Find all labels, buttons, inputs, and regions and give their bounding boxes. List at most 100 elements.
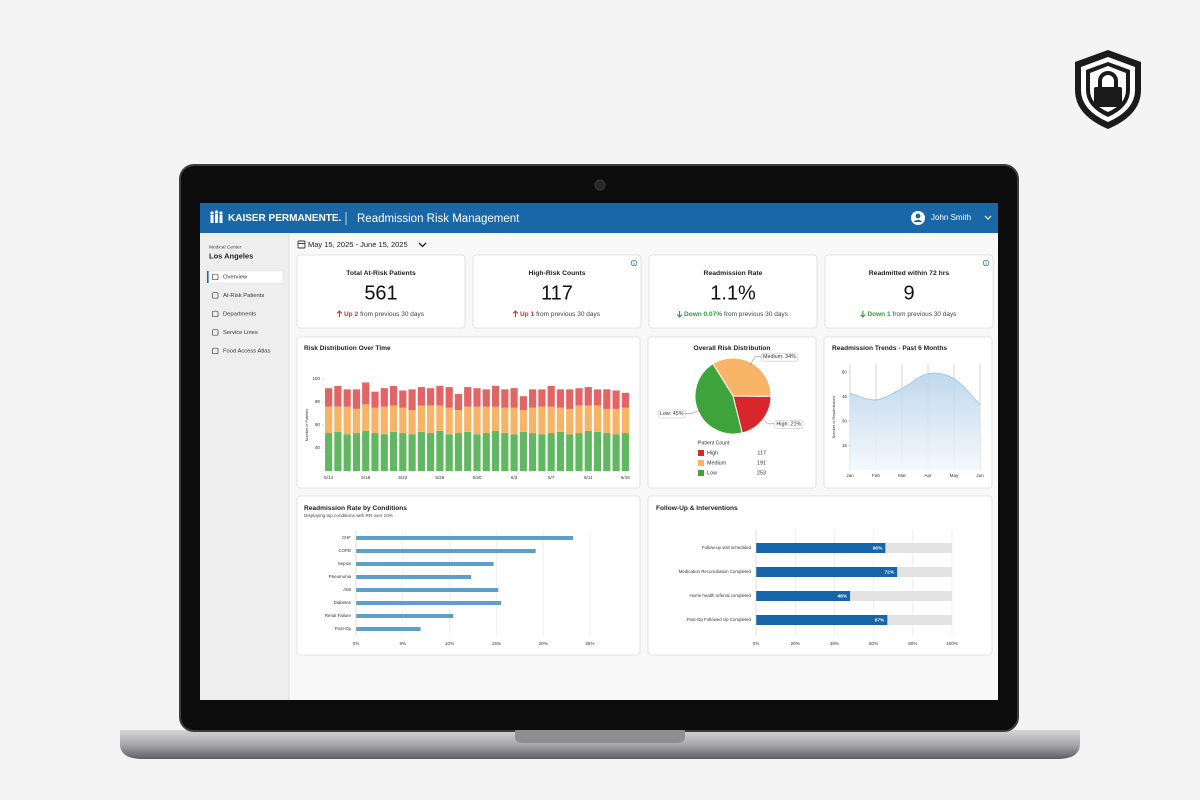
bar-segment xyxy=(380,388,388,407)
x-tick-label: 5/14 xyxy=(324,475,333,480)
bar-segment xyxy=(334,385,342,407)
bar xyxy=(756,543,886,553)
nav-item[interactable]: Food Access Atlas xyxy=(212,347,271,355)
bar-segment xyxy=(556,389,565,408)
nav-item[interactable]: Service Lines xyxy=(212,329,258,336)
nav-icon xyxy=(212,310,219,318)
nav-label[interactable]: Departments xyxy=(223,312,256,318)
info-icon[interactable] xyxy=(982,259,990,267)
sidebar-location: Los Angeles xyxy=(209,251,253,260)
bar-segment xyxy=(371,407,379,434)
nav-icon xyxy=(212,273,219,281)
y-tick-label: CHF xyxy=(342,535,351,540)
bar-segment xyxy=(343,389,351,407)
kpi-change: Down 0.07% xyxy=(684,311,722,318)
x-tick-label: 25% xyxy=(585,641,594,646)
user-name[interactable]: John Smith xyxy=(931,213,971,222)
x-tick-label: 5/18 xyxy=(361,475,370,480)
kpi-arrow xyxy=(860,311,866,318)
x-tick-label: Mar xyxy=(898,473,906,478)
chart-title: Readmission Rate by Conditions xyxy=(304,505,407,512)
bar-segment xyxy=(621,392,629,408)
slice-label-text: High: 21% xyxy=(776,421,801,427)
date-picker[interactable] xyxy=(297,240,427,249)
sidebar xyxy=(200,233,289,700)
nav-active-bar xyxy=(207,271,209,283)
bar-segment xyxy=(352,408,361,434)
kpi-change-line: Down 1 from previous 30 days xyxy=(867,311,957,318)
bar-segment xyxy=(566,434,574,471)
nav-label[interactable]: At-Risk Patients xyxy=(223,293,264,299)
bar-segment xyxy=(621,407,629,434)
bar-segment xyxy=(575,388,583,406)
legend-swatch xyxy=(698,450,704,456)
kpi-title: Total At-Risk Patients xyxy=(346,270,416,277)
bar-segment xyxy=(427,405,435,434)
label-box xyxy=(761,352,798,362)
card xyxy=(824,254,994,329)
kpi-value: 1.1% xyxy=(710,282,756,304)
chart-title: Readmission Trends - Past 6 Months xyxy=(832,345,947,352)
bar-segment xyxy=(371,433,379,471)
bar-segment xyxy=(482,389,490,407)
value-label: 48% xyxy=(837,593,847,599)
leader-line xyxy=(749,356,761,366)
nav-label[interactable]: Overview xyxy=(223,275,248,281)
bar-segment xyxy=(473,388,481,407)
bar-segment xyxy=(389,431,398,471)
kpi-title: Readmitted within 72 hrs xyxy=(869,270,950,277)
bar-segment xyxy=(482,406,490,434)
bar-segment xyxy=(325,388,333,407)
kpi-note: from previous 30 days xyxy=(893,311,958,318)
bar-segment xyxy=(427,388,435,406)
bar-segment xyxy=(399,390,407,408)
kpi-change: Up 1 xyxy=(520,311,534,318)
bar-segment xyxy=(491,430,500,471)
top-bar xyxy=(200,203,998,233)
bar-segment xyxy=(325,433,333,471)
camera xyxy=(594,179,606,191)
nav-icon xyxy=(212,292,219,299)
value-label: 66% xyxy=(873,545,883,551)
x-tick-label: 5/26 xyxy=(435,475,444,480)
bar-segment xyxy=(519,431,527,471)
user-menu[interactable] xyxy=(911,211,992,225)
y-tick-label: Medication Reconciliation Completed xyxy=(679,569,752,574)
x-tick-label: 5/22 xyxy=(398,475,407,480)
legend-label: Medium xyxy=(707,460,727,466)
x-tick-label: 6/11 xyxy=(584,475,593,480)
bar-segment xyxy=(445,434,453,471)
nav-item[interactable]: At-Risk Patients xyxy=(212,292,265,299)
bar-segment xyxy=(389,385,398,406)
slice-label: Low: 45% xyxy=(658,409,686,419)
nav-label[interactable]: Service Lines xyxy=(223,330,258,336)
bar-segment xyxy=(566,408,574,435)
nav-item[interactable]: Departments xyxy=(212,310,257,318)
nav-item[interactable]: Overview xyxy=(206,270,284,284)
legend-swatch xyxy=(698,460,704,466)
bar xyxy=(356,536,574,540)
nav-icon xyxy=(212,329,219,336)
legend-label: Low xyxy=(707,470,717,476)
info-icon[interactable] xyxy=(630,259,638,267)
app-title: Readmission Risk Management xyxy=(357,213,520,225)
bar-segment xyxy=(556,431,565,471)
bar-segment xyxy=(362,430,370,471)
bar-segment xyxy=(380,406,388,435)
bar-segment xyxy=(436,430,444,471)
y-tick-label: 40 xyxy=(315,445,321,450)
y-tick-label: Follow-up visit scheduled xyxy=(702,545,752,550)
logo-mark xyxy=(210,210,223,223)
x-tick-label: 5/30 xyxy=(473,475,482,480)
x-tick-label: 0% xyxy=(353,641,360,646)
y-tick-label: AMI xyxy=(343,587,351,592)
bar-segment xyxy=(445,387,453,408)
bar-segment xyxy=(547,385,555,407)
slice-label-text: Low: 45% xyxy=(660,411,684,417)
nav-label[interactable]: Food Access Atlas xyxy=(223,349,270,355)
y-tick-label: 30 xyxy=(842,418,848,423)
bar-segment xyxy=(436,405,444,431)
info-circle xyxy=(982,259,990,267)
date-range[interactable]: May 15, 2025 - June 15, 2025 xyxy=(308,240,408,249)
bar-segment xyxy=(603,433,611,471)
